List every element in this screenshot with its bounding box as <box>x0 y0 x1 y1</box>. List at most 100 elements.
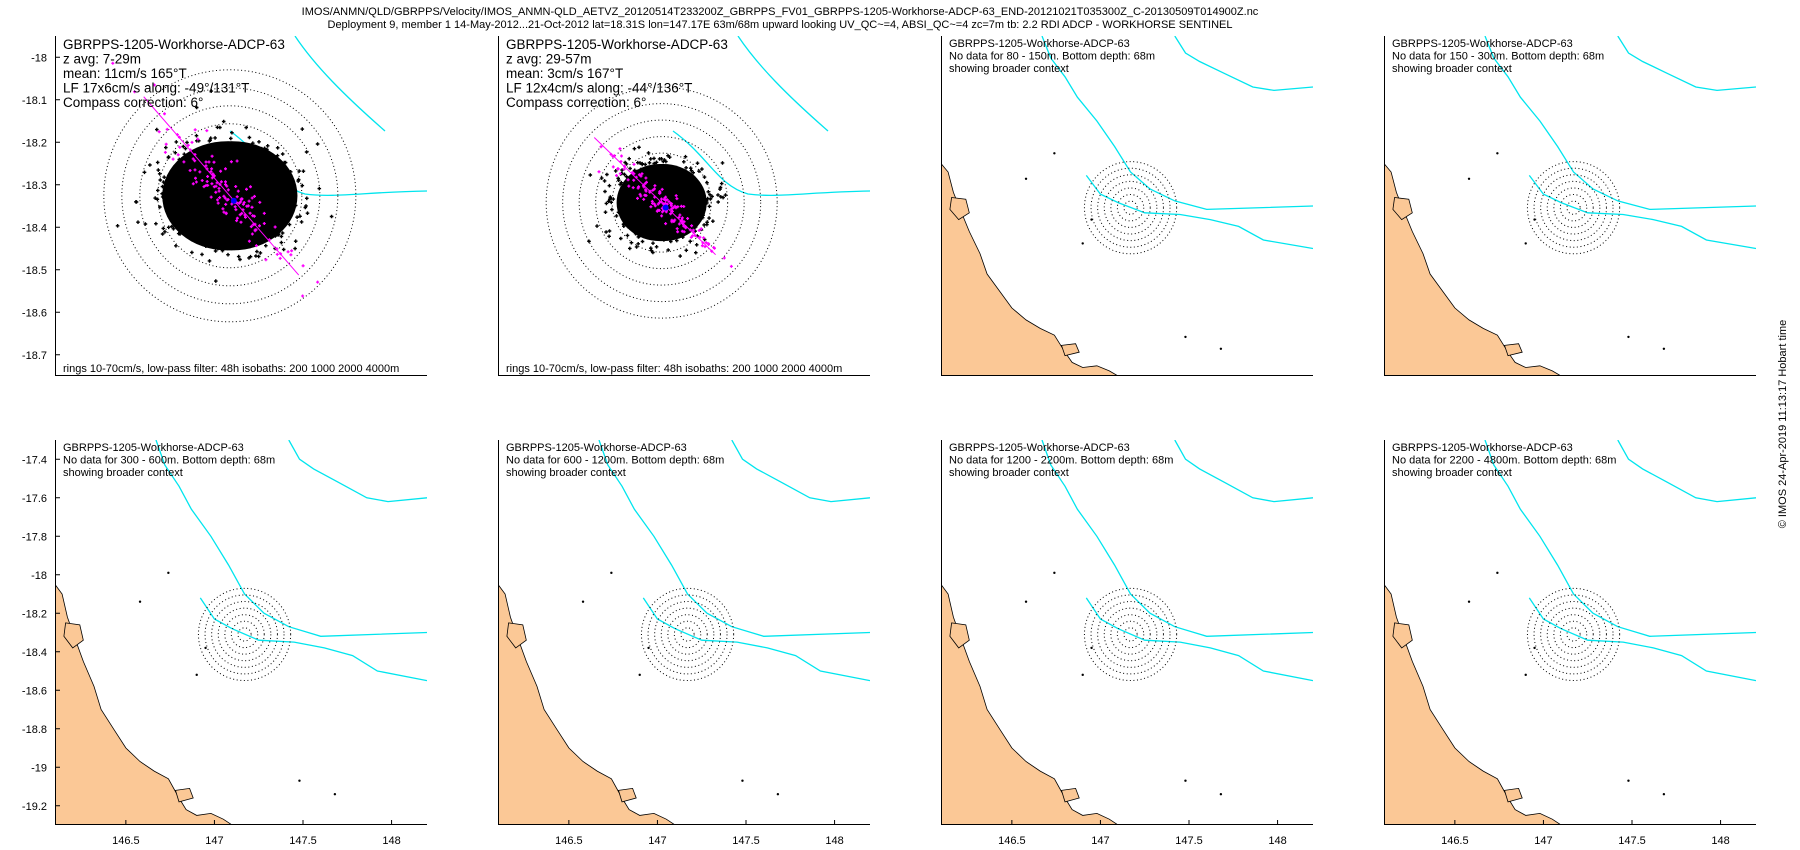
annotation-line-0-2: mean: 11cm/s 165°T <box>63 66 187 81</box>
annotation-line-3-2: showing broader context <box>1392 63 1512 75</box>
isobath-line-2-b <box>1174 36 1313 92</box>
isobath-line-4-c <box>199 597 427 682</box>
reef-dot-7-2 <box>1467 600 1471 603</box>
velocity-ring-6-3 <box>1110 614 1151 655</box>
velocity-ring-2-3 <box>1110 187 1151 228</box>
reef-dot-2-0 <box>1090 218 1093 221</box>
island-hinchinbrook-3 <box>1392 197 1413 221</box>
annotation-line-0-4: Compass correction: 6° <box>63 95 203 110</box>
lowpass-points-0 <box>111 61 320 298</box>
velocity-ring-7-3 <box>1553 614 1594 655</box>
reef-dot-3-4 <box>1662 347 1666 350</box>
coastline-land-2 <box>941 162 1119 376</box>
annotation-line-2-1: No data for 80 - 150m. Bottom depth: 68m <box>949 51 1155 63</box>
panel-bottom-2: 146.5 147 147.5 148 GBRPPS-1205-Workhorse-AD… <box>498 440 870 847</box>
annotation-line-1-3: LF 12x4cm/s along: -44°/136°T <box>506 81 692 96</box>
reef-dot-3-3 <box>1496 152 1499 155</box>
x-tick-label-6-1: 147 <box>1091 835 1109 847</box>
plot-content-0 <box>103 36 427 323</box>
reef-dot-7-4 <box>1662 793 1666 796</box>
velocity-ring-0-6 <box>121 87 339 305</box>
island-magnetic-2 <box>1060 343 1080 357</box>
x-tick-label-5-0: 146.5 <box>555 835 583 847</box>
reef-dot-5-4 <box>776 793 780 796</box>
x-tick-label-4-2: 147.5 <box>289 835 317 847</box>
x-tick-label-6-3: 148 <box>1268 835 1286 847</box>
lowpass-axis-line-0 <box>143 96 300 276</box>
annotation-line-4-1: No data for 300 - 600m. Bottom depth: 68… <box>63 455 275 467</box>
reef-dot-2-1 <box>1184 335 1187 339</box>
annotation-line-6-2: showing broader context <box>949 467 1069 479</box>
velocity-ring-3-4 <box>1546 180 1601 235</box>
annotation-line-4-0: GBRPPS-1205-Workhorse-ADCP-63 <box>63 442 244 454</box>
annotation-line-1-1: z avg: 29-57m <box>506 52 592 67</box>
y-tick-label-4-1: -17.6 <box>22 493 47 505</box>
island-hinchinbrook-6 <box>949 622 970 649</box>
velocity-ring-2-7 <box>1083 161 1178 255</box>
island-hinchinbrook-2 <box>949 197 970 221</box>
chart-panel-top-1: -18 -18.1 -18.2 -18.3 -18.4 -18.5 -18.6 -18.7 GB… <box>22 36 427 376</box>
x-tick-label-4-3: 148 <box>382 835 400 847</box>
annotation-line-0-0: GBRPPS-1205-Workhorse-ADCP-63 <box>63 37 285 52</box>
reef-dot-7-5 <box>1524 673 1527 677</box>
y-tick-label-4-7: -18.8 <box>22 724 47 736</box>
velocity-ring-0-7 <box>103 69 357 323</box>
isobath-line-2-a <box>1041 36 1313 211</box>
chart-panel-bottom-1: -17.4 -17.6 -17.8 -18 -18.2 -18.4 -18.6 -18.8 -1… <box>22 440 427 847</box>
annotation-line-5-2: showing broader context <box>506 467 626 479</box>
panel-bottom-4: 146.5 147 147.5 148 GBRPPS-1205-Workhorse-AD… <box>1384 440 1756 847</box>
y-tick-label-0-4: -18.4 <box>22 222 47 234</box>
reef-dot-7-3 <box>1496 571 1499 575</box>
velocity-ring-3-7 <box>1526 161 1621 255</box>
plot-content-3 <box>1384 36 1756 376</box>
reef-dot-4-4 <box>333 793 337 796</box>
island-hinchinbrook-4 <box>63 622 84 649</box>
x-tick-label-7-1: 147 <box>1534 835 1552 847</box>
annotation-line-6-1: No data for 1200 - 2200m. Bottom depth: … <box>949 455 1173 467</box>
reef-dot-3-2 <box>1467 177 1471 180</box>
y-tick-label-4-0: -17.4 <box>22 454 47 466</box>
x-tick-label-4-0: 146.5 <box>112 835 140 847</box>
x-tick-label-4-1: 147 <box>205 835 223 847</box>
reef-dot-6-5 <box>1081 673 1084 677</box>
panel-bottom-1: -17.4 -17.6 -17.8 -18 -18.2 -18.4 -18.6 -18.8 -1… <box>22 440 427 847</box>
panel-top-1: -18 -18.1 -18.2 -18.3 -18.4 -18.5 -18.6 -18.7 GB… <box>22 36 427 376</box>
reef-dot-5-1 <box>741 779 744 782</box>
annotation-line-0-3: LF 17x6cm/s along: -49°/131°T <box>63 81 249 96</box>
panel-top-2: GBRPPS-1205-Workhorse-ADCP-63 z avg: 29-5… <box>498 36 870 376</box>
isobath-line-5-c <box>642 597 870 682</box>
isobath-line-3-b <box>1617 36 1756 92</box>
y-tick-label-0-3: -18.3 <box>22 180 47 192</box>
reef-dot-4-5 <box>195 673 198 677</box>
x-tick-label-6-2: 147.5 <box>1175 835 1203 847</box>
annotation-line-3-0: GBRPPS-1205-Workhorse-ADCP-63 <box>1392 38 1573 50</box>
x-tick-label-5-2: 147.5 <box>732 835 760 847</box>
y-tick-label-0-7: -18.7 <box>22 350 47 362</box>
y-tick-label-0-2: -18.2 <box>22 137 47 149</box>
chart-title-line-2: Deployment 9, member 1 14-May-2012...21-… <box>327 19 1233 31</box>
isobath-line-6-a <box>1041 440 1313 637</box>
annotation-line-1-2: mean: 3cm/s 167°T <box>506 66 623 81</box>
velocity-ring-3-1 <box>1566 200 1581 215</box>
annotation-line-1-4: Compass correction: 6° <box>506 95 646 110</box>
bottom-note-0: rings 10-70cm/s, low-pass filter: 48h is… <box>63 363 399 375</box>
reef-dot-3-1 <box>1627 335 1630 339</box>
reef-dot-6-1 <box>1184 779 1187 782</box>
reef-dot-4-1 <box>298 779 301 782</box>
velocity-ring-0-4 <box>157 123 303 269</box>
x-tick-label-5-3: 148 <box>825 835 843 847</box>
panel-top-3: GBRPPS-1205-Workhorse-ADCP-63 No data for… <box>941 36 1313 376</box>
coastline-land-5 <box>498 583 676 825</box>
island-hinchinbrook-7 <box>1392 622 1413 649</box>
isobath-line-5-a <box>598 440 870 637</box>
velocity-ring-2-4 <box>1103 180 1158 235</box>
y-tick-label-4-8: -19 <box>31 762 47 774</box>
reef-dot-6-3 <box>1053 571 1056 575</box>
velocity-ring-4-3 <box>224 614 265 655</box>
chart-panel-top-2: GBRPPS-1205-Workhorse-ADCP-63z avg: 29-5… <box>498 36 870 376</box>
reef-dot-5-5 <box>638 673 641 677</box>
isobath-line-6-b <box>1174 440 1313 503</box>
y-tick-label-4-5: -18.4 <box>22 647 47 659</box>
